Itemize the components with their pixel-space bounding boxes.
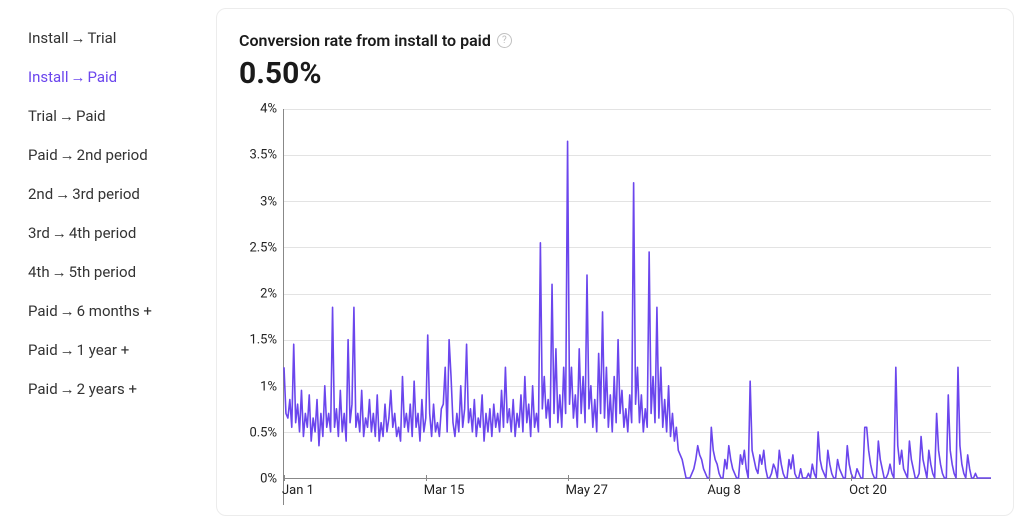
sidebar-item-label-pre: Install	[28, 29, 68, 47]
y-tick-label: 3.5%	[249, 148, 277, 163]
sidebar-item-label-pre: 2nd	[28, 185, 53, 203]
card-title-row: Conversion rate from install to paid ?	[239, 31, 991, 50]
arrow-right-icon: →	[60, 145, 75, 166]
sidebar: Install → TrialInstall → PaidTrial → Pai…	[0, 0, 210, 526]
y-tick-label: 1%	[260, 379, 277, 394]
y-tick-label: 4%	[260, 102, 277, 117]
sidebar-item-2[interactable]: Trial → Paid	[28, 106, 202, 127]
sidebar-item-label-post: 2 years +	[77, 380, 137, 398]
sidebar-item-1[interactable]: Install → Paid	[28, 67, 202, 88]
y-tick-label: 1.5%	[249, 333, 277, 348]
sidebar-item-label-pre: Paid	[28, 341, 58, 359]
sidebar-item-label-post: Paid	[87, 68, 117, 86]
chart-card: Conversion rate from install to paid ? 0…	[216, 8, 1014, 516]
y-tick-label: 2%	[260, 287, 277, 302]
sidebar-item-9[interactable]: Paid → 2 years +	[28, 379, 202, 400]
arrow-right-icon: →	[52, 262, 67, 283]
x-tick-label: Jan 1	[282, 483, 314, 498]
series-line	[284, 141, 991, 478]
arrow-right-icon: →	[60, 379, 75, 400]
sidebar-item-label-post: 5th period	[69, 263, 136, 281]
sidebar-item-label-pre: Install	[28, 68, 68, 86]
sidebar-item-label-post: Paid	[76, 107, 106, 125]
sidebar-item-label-pre: Paid	[28, 146, 58, 164]
y-tick-label: 0.5%	[249, 425, 277, 440]
x-tick-mark	[284, 475, 285, 481]
arrow-right-icon: →	[52, 223, 67, 244]
y-tick-label: 0%	[260, 472, 277, 487]
plot-area: Jan 1 Mar 15 May 27 Aug 8 Oct 20	[283, 109, 991, 505]
sidebar-item-label-pre: Trial	[28, 107, 57, 125]
x-tick-label: Oct 20	[849, 483, 887, 498]
arrow-right-icon: →	[70, 28, 85, 49]
arrow-right-icon: →	[70, 67, 85, 88]
sidebar-item-label-post: 2nd period	[77, 146, 148, 164]
help-icon[interactable]: ?	[497, 33, 512, 48]
x-axis: Jan 1 Mar 15 May 27 Aug 8 Oct 20	[284, 481, 991, 505]
kpi-value: 0.50%	[239, 56, 991, 91]
sidebar-item-8[interactable]: Paid → 1 year +	[28, 340, 202, 361]
arrow-right-icon: →	[60, 301, 75, 322]
sidebar-item-label-post: 6 months +	[77, 302, 152, 320]
x-tick-label: Mar 15	[424, 483, 465, 498]
arrow-right-icon: →	[59, 106, 74, 127]
sidebar-item-3[interactable]: Paid → 2nd period	[28, 145, 202, 166]
arrow-right-icon: →	[60, 340, 75, 361]
sidebar-item-4[interactable]: 2nd → 3rd period	[28, 184, 202, 205]
x-tick-mark	[851, 475, 852, 481]
y-tick-label: 2.5%	[249, 240, 277, 255]
sidebar-item-label-pre: Paid	[28, 302, 58, 320]
sidebar-item-label-pre: 3rd	[28, 224, 50, 242]
sidebar-item-5[interactable]: 3rd → 4th period	[28, 223, 202, 244]
sidebar-item-label-post: 4th period	[69, 224, 136, 242]
sidebar-item-label-post: Trial	[87, 29, 116, 47]
y-tick-label: 3%	[260, 194, 277, 209]
sidebar-item-label-post: 1 year +	[77, 341, 130, 359]
sidebar-item-7[interactable]: Paid → 6 months +	[28, 301, 202, 322]
chart: 0%0.5%1%1.5%2%2.5%3%3.5%4% Jan 1Mar 15Ma…	[239, 109, 991, 505]
x-tick-label: Aug 8	[707, 483, 740, 498]
sidebar-item-label-post: 3rd period	[72, 185, 140, 203]
x-tick-mark	[568, 475, 569, 481]
sidebar-item-6[interactable]: 4th → 5th period	[28, 262, 202, 283]
y-axis: 0%0.5%1%1.5%2%2.5%3%3.5%4%	[239, 109, 283, 505]
x-tick-mark	[426, 475, 427, 481]
x-tick-label: May 27	[566, 483, 608, 498]
layout: Install → TrialInstall → PaidTrial → Pai…	[0, 0, 1024, 526]
x-tick-mark	[709, 475, 710, 481]
arrow-right-icon: →	[55, 184, 70, 205]
line-series	[284, 109, 991, 478]
sidebar-item-label-pre: Paid	[28, 380, 58, 398]
card-title: Conversion rate from install to paid	[239, 31, 491, 50]
sidebar-item-0[interactable]: Install → Trial	[28, 28, 202, 49]
sidebar-item-label-pre: 4th	[28, 263, 50, 281]
